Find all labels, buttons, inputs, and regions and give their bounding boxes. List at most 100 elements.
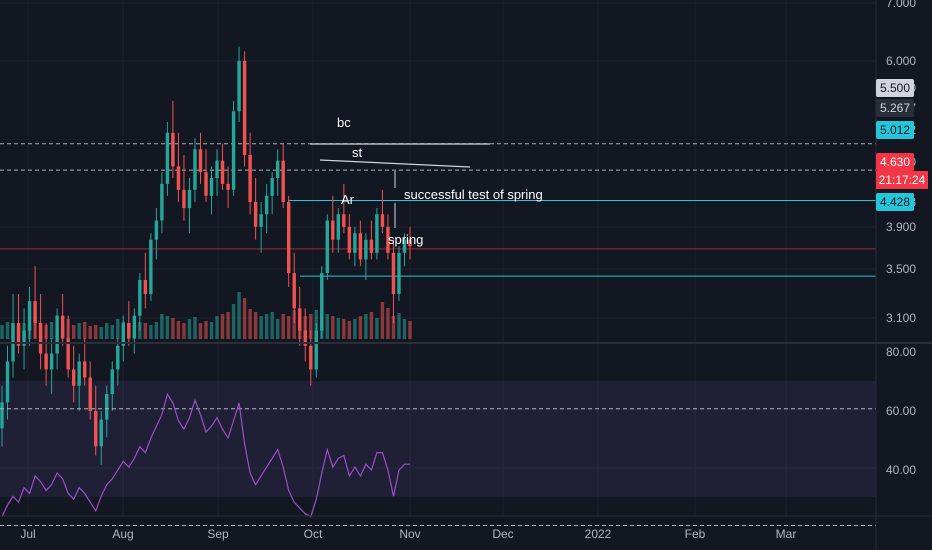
volume-bar [380,302,385,339]
time-label: Mar [776,527,797,541]
candle [77,361,81,386]
candle [408,239,412,247]
rsi-line [1,392,410,518]
rsi-band [0,381,876,497]
candle [138,279,142,316]
candle [231,111,236,190]
time-label: Oct [304,527,323,541]
volume-bar [149,325,153,339]
candle [336,214,341,240]
candle [237,60,241,112]
candle [402,239,407,253]
candle [248,154,252,202]
volume-bar [204,321,208,339]
candle [27,301,32,331]
volume-bar [220,314,225,339]
volume-bar [358,316,363,339]
volume-bar [253,312,258,339]
candle [143,279,148,294]
candle [187,189,192,209]
countdown-tag [876,171,928,189]
candle [220,160,225,184]
volume-bar [193,317,197,339]
volume-bar [391,316,396,339]
candle [386,226,390,253]
price-tick: 3.500 [886,262,916,276]
price-tick: 6.000 [886,54,916,68]
candle [82,361,87,378]
volume-bar [286,316,291,339]
volume-bar [275,319,280,339]
volume-bar [49,322,54,339]
volume-bar [331,316,335,339]
candle [149,239,153,294]
candle [331,220,335,240]
volume-bar [408,321,412,339]
volume-bar [231,304,236,339]
countdown-label: 21:17:24 [879,173,926,187]
candle [391,252,396,294]
volume-bar [77,323,81,339]
candle [38,323,43,354]
candle [193,149,197,190]
candle [320,273,324,331]
candle [375,214,379,253]
candle [99,419,103,447]
volume-bar [94,325,98,339]
trend-line [319,159,471,168]
volume-bar [215,316,219,339]
volume-bar [309,314,313,339]
volume-bar [270,312,274,339]
price-tick: 3.900 [886,220,916,234]
volume-bar [364,314,368,339]
candle [286,201,291,274]
volume-bar [165,316,170,339]
candle [22,330,26,346]
volume-bar [402,319,407,339]
candle [275,160,280,179]
candle [369,239,374,253]
candle [44,353,48,370]
price-tag [876,193,914,211]
candle [94,410,98,447]
candle [5,361,10,403]
rsi-tick: 40.00 [886,463,916,477]
candle [49,353,54,370]
volume-bar [5,322,10,339]
candle [154,220,159,240]
volume-bar [0,325,4,339]
candle [116,345,120,370]
price-tag [876,79,914,97]
volume-bar [171,318,175,339]
price-tag-label: 5.500 [880,81,910,95]
candle [215,160,219,179]
price-tag [876,153,914,171]
price-tag [876,121,914,139]
candle [60,315,65,339]
volume-bar [99,327,103,339]
time-label: Dec [492,527,513,541]
volume-bar [198,323,203,339]
candle [242,60,247,155]
volume-bar [71,325,76,339]
annotation-ar: Ar [341,192,355,207]
volume-bar [88,326,92,339]
volume-bar [248,309,252,339]
candle [292,273,296,309]
candle [16,323,21,346]
candle [353,233,357,253]
annotation-successful-test: successful test of spring [404,187,543,202]
volume-bar [110,325,114,339]
candle [198,149,203,173]
time-label: Nov [399,527,420,541]
volume-bar [259,316,263,339]
candle [0,402,4,429]
price-tag-label: 4.428 [880,195,910,209]
candle [226,183,230,190]
volume-bar [369,312,374,339]
volume-bar [292,310,296,339]
candle [264,195,269,215]
candle [358,233,363,260]
candle [314,330,318,370]
